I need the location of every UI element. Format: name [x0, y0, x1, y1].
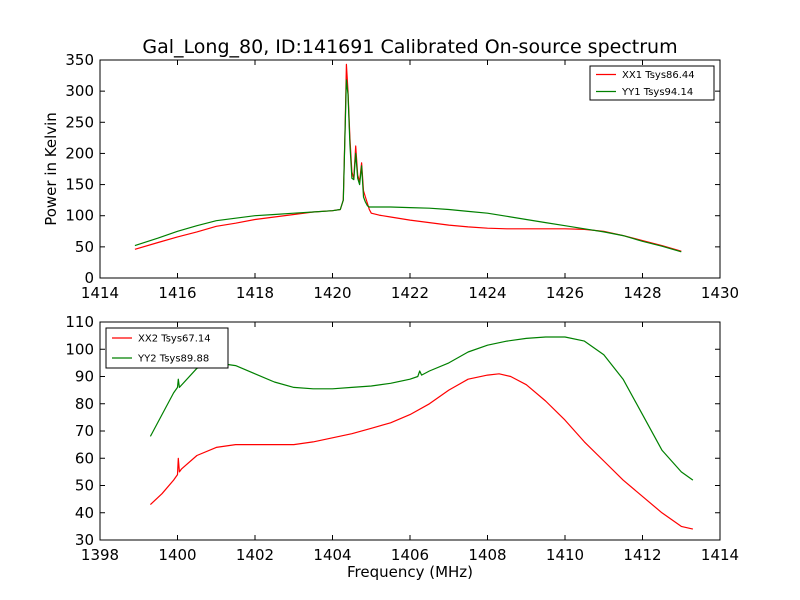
y-tick-label: 100	[65, 207, 94, 225]
series-line-yy1	[134, 79, 682, 253]
bottom-panel: 1398 1400 1402 1404 1406 1408 1410 1412 1414 30 40…	[65, 313, 739, 581]
y-axis-label: Power in Kelvin	[42, 112, 60, 226]
legend-label: XX1 Tsys86.44	[622, 70, 695, 81]
x-tick-label: 1400	[158, 546, 196, 564]
x-tick-label: 1404	[313, 546, 351, 564]
x-tick-label: 1398	[81, 546, 119, 564]
series-line-xx2	[149, 373, 694, 530]
y-tick-label: 350	[65, 51, 94, 69]
x-tick-label: 1426	[546, 284, 584, 302]
bottom-panel-ticks: 1398 1400 1402 1404 1406 1408 1410 1412 1414 30 40…	[65, 313, 739, 564]
legend-box	[105, 327, 229, 369]
legend-label: XX2 Tsys67.14	[138, 334, 211, 345]
series-line-yy2	[149, 336, 694, 481]
y-tick-label: 100	[65, 340, 94, 358]
y-tick-label: 110	[65, 313, 94, 331]
x-tick-label: 1410	[546, 546, 584, 564]
y-tick-label: 60	[75, 449, 94, 467]
y-tick-label: 0	[84, 269, 94, 287]
y-tick-label: 90	[75, 368, 94, 386]
legend-box	[589, 65, 715, 101]
x-tick-label: 1424	[468, 284, 506, 302]
legend-label: YY2 Tsys89.88	[137, 354, 209, 365]
x-tick-label: 1420	[313, 284, 351, 302]
x-tick-label: 1414	[701, 546, 739, 564]
x-tick-label: 1408	[468, 546, 506, 564]
y-tick-label: 200	[65, 144, 94, 162]
top-legend: XX1 Tsys86.44 YY1 Tsys94.14	[589, 65, 715, 101]
y-tick-label: 250	[65, 113, 94, 131]
x-tick-label: 1402	[236, 546, 274, 564]
bottom-legend: XX2 Tsys67.14 YY2 Tsys89.88	[105, 327, 229, 369]
y-tick-label: 50	[75, 477, 94, 495]
x-tick-label: 1428	[623, 284, 661, 302]
top-panel: 1414 1416 1418 1420 1422 1424 1426 1428 1430 0 50 1…	[42, 51, 739, 302]
y-tick-label: 70	[75, 422, 94, 440]
x-tick-label: 1416	[158, 284, 196, 302]
y-tick-label: 30	[75, 531, 94, 549]
x-axis-label: Frequency (MHz)	[347, 563, 473, 581]
y-tick-label: 50	[75, 238, 94, 256]
x-tick-label: 1418	[236, 284, 274, 302]
top-panel-ticks: 1414 1416 1418 1420 1422 1424 1426 1428 1430 0 50 1…	[65, 51, 739, 302]
top-panel-frame	[99, 59, 721, 279]
x-tick-label: 1414	[81, 284, 119, 302]
bottom-panel-frame	[99, 321, 721, 541]
y-tick-label: 150	[65, 176, 94, 194]
x-tick-label: 1430	[701, 284, 739, 302]
x-tick-label: 1412	[623, 546, 661, 564]
legend-label: YY1 Tsys94.14	[621, 87, 693, 98]
x-tick-label: 1422	[391, 284, 429, 302]
x-tick-label: 1406	[391, 546, 429, 564]
chart-title: Gal_Long_80, ID:141691 Calibrated On-sou…	[142, 36, 677, 58]
y-tick-label: 300	[65, 82, 94, 100]
series-line-xx1	[134, 63, 682, 252]
bottom-panel-series	[149, 336, 694, 530]
y-tick-label: 40	[75, 504, 94, 522]
y-tick-label: 80	[75, 395, 94, 413]
top-panel-series	[134, 63, 682, 253]
